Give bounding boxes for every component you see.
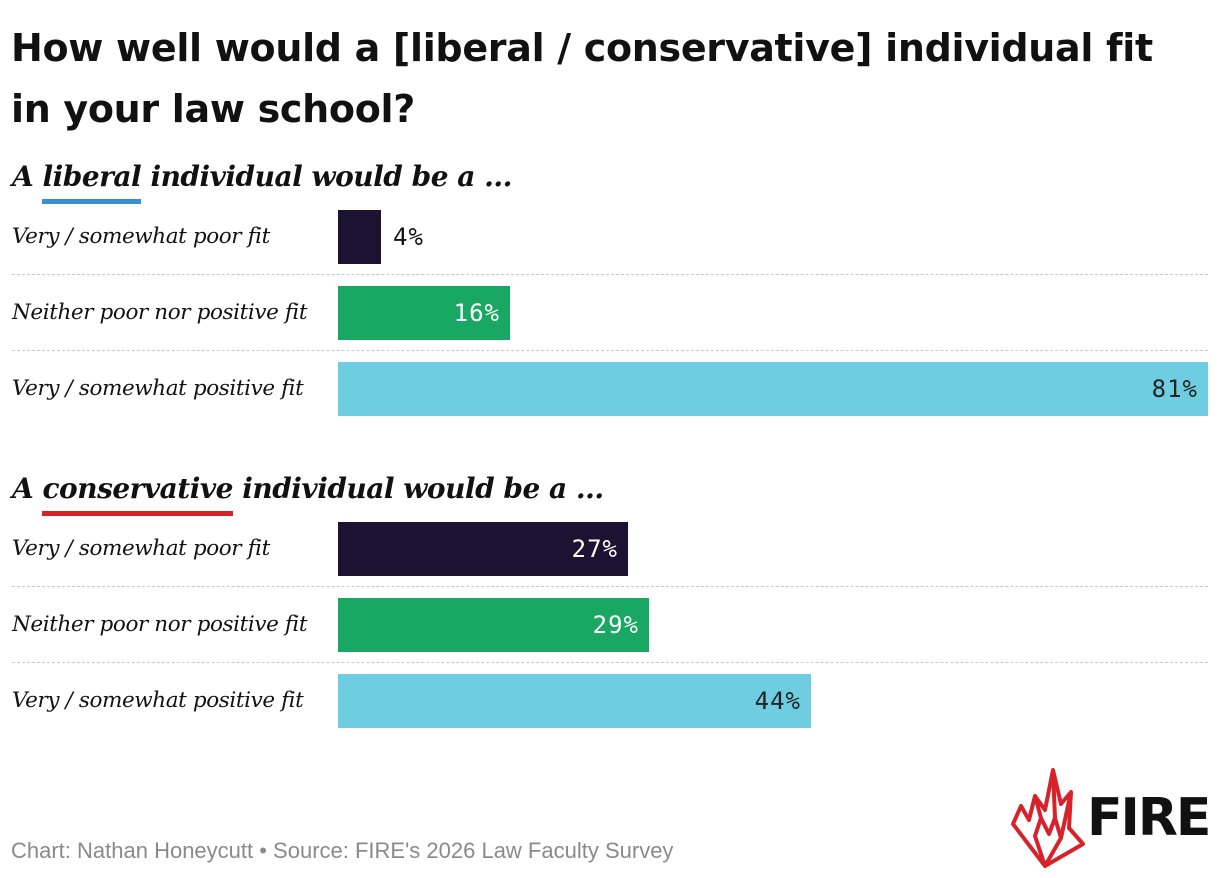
fire-logo [1011,768,1085,868]
liberal-keyword-underline [42,199,142,204]
conservative-title-prefix: A [12,472,34,505]
chart-credit: Chart: Nathan Honeycutt • Source: FIRE's… [11,838,674,863]
liberal-row-label: Very / somewhat positive fit [12,376,304,401]
conservative-data-label: 27% [571,535,618,563]
fire-logo-text: FIRE [1087,788,1211,848]
row-separator [12,350,1208,351]
conservative-row-label: Neither poor nor positive fit [12,612,308,637]
conservative-data-label: 44% [754,687,801,715]
liberal-keyword-text: liberal [42,160,142,193]
conservative-bar-neither [338,598,649,652]
conservative-keyword-text: conservative [42,472,233,505]
chart-title: How well would a [liberal / conservative… [11,26,1153,131]
liberal-data-label: 4% [393,223,424,251]
conservative-section-title: A conservative individual would be a ... [12,472,604,516]
liberal-bar-neither [338,286,510,340]
flame-icon [1011,768,1085,868]
conservative-row-label: Very / somewhat positive fit [12,688,304,713]
liberal-data-label: 81% [1151,375,1198,403]
row-separator [12,586,1208,587]
liberal-bar-positive [338,362,1208,416]
liberal-title-prefix: A [12,160,34,193]
conservative-data-label: 29% [592,611,639,639]
liberal-title-suffix: individual would be a ... [150,160,512,193]
liberal-title-keyword: liberal [42,160,142,204]
conservative-title-keyword: conservative [42,472,233,516]
conservative-bar-poor [338,522,628,576]
row-separator [12,662,1208,663]
conservative-bar-positive [338,674,811,728]
conservative-title-suffix: individual would be a ... [242,472,604,505]
conservative-keyword-underline [42,511,233,516]
row-separator [12,274,1208,275]
liberal-row-label: Very / somewhat poor fit [12,224,270,249]
liberal-row-label: Neither poor nor positive fit [12,300,308,325]
liberal-bar-poor [338,210,381,264]
liberal-section-title: A liberal individual would be a ... [12,160,512,204]
liberal-data-label: 16% [453,299,500,327]
conservative-row-label: Very / somewhat poor fit [12,536,270,561]
